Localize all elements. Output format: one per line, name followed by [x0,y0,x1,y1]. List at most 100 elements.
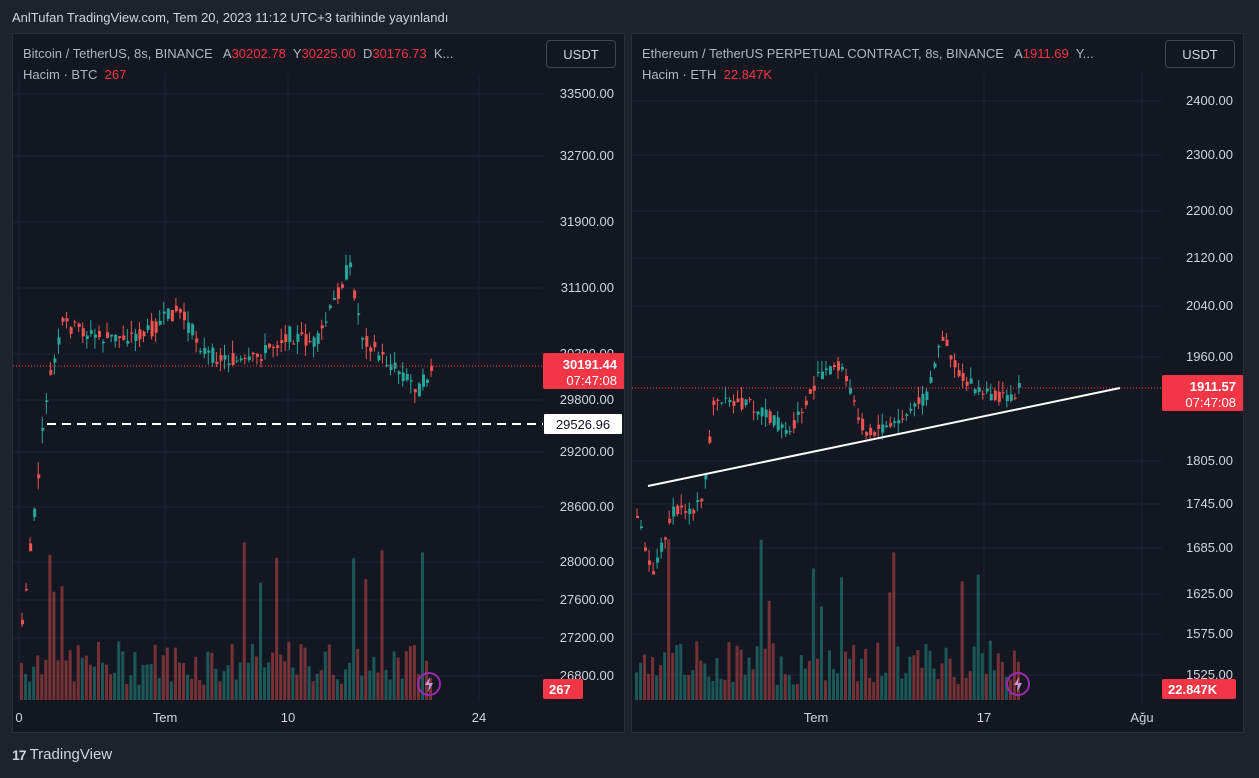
candle-body [365,336,369,347]
volume-bar [735,645,739,700]
volume-bar [165,647,169,700]
volume-bar [356,648,360,700]
btc-volume-label[interactable]: Hacim · BTC [23,67,98,82]
volume-bar [671,653,675,700]
candle-body [426,379,430,383]
candle-body [961,373,965,381]
candle-body [385,364,389,366]
btc-chart-canvas[interactable]: 33500.0032700.0031900.0031100.0030300.00… [13,34,625,733]
tradingview-brand[interactable]: 17 TradingView [12,746,112,763]
candle-body [345,265,349,280]
candle-body [885,425,889,428]
candle-body [251,352,255,355]
eth-chart-panel[interactable]: 2400.00 2300.00 2200.00 2120.00 2040.00 1960.… [631,33,1244,733]
volume-bar [699,660,703,700]
candle-body [73,321,77,323]
volume-bar [964,677,968,700]
candle-body [57,337,61,345]
eth-chart-canvas[interactable]: 2400.00 2300.00 2200.00 2120.00 2040.00 1960.… [632,34,1244,733]
candle-body [688,508,692,515]
volume-bar [344,669,348,700]
eth-symbol-name[interactable]: Ethereum / TetherUS PERPETUAL CONTRACT, … [642,46,1004,61]
candle-body [712,400,716,406]
candle-body [409,380,413,382]
volume-bar [836,673,840,700]
time-tick-label: 10 [281,710,295,725]
candle-body [292,343,296,345]
eth-currency-button[interactable]: USDT [1165,40,1235,68]
candle-body [925,391,929,400]
candle-body [223,355,227,360]
price-tick-label: 33500.00 [560,86,614,101]
candle-body [328,305,332,309]
btc-symbol-name[interactable]: Bitcoin / TetherUS, 8s, BINANCE [23,46,213,61]
candle-body [913,403,917,407]
volume-bar [823,680,827,700]
volume-bar [388,679,392,700]
volume-bar [980,653,984,700]
volume-bar [48,554,52,700]
volume-bar [412,645,416,700]
volume-bar [884,672,888,700]
volume-bar [230,644,234,700]
candle-body [166,308,170,319]
candle-body [61,317,65,322]
candle-body [933,363,937,368]
volume-bar [250,643,254,700]
volume-bar [222,671,226,700]
price-tick-label: 1575.00 [1186,626,1233,641]
price-tick-label: 27200.00 [560,630,614,645]
btc-legend: Bitcoin / TetherUS, 8s, BINANCE A30202.7… [23,46,453,61]
volume-bar [319,670,323,700]
candle-body [361,337,365,340]
volume-bar [687,674,691,700]
eth-volume-value: 22.847K [723,67,773,82]
btc-chart-panel[interactable]: 33500.0032700.0031900.0031100.0030300.00… [12,33,625,733]
last-price-label: 1911.57 [1190,379,1236,394]
volume-bar [177,662,181,700]
candle-body [316,333,320,344]
volume-badge-label: 22.847K [1168,682,1218,697]
candle-body [728,399,732,403]
volume-badge-label: 267 [549,682,571,697]
candle-body [81,328,85,337]
candle-body [97,330,101,338]
candle-body [849,388,853,394]
candle-body [941,336,945,341]
candle-body [110,334,114,337]
support-level-label: 29526.96 [556,417,610,432]
price-tick-label: 1625.00 [1186,586,1233,601]
volume-badge [543,679,583,699]
btc-currency-button[interactable]: USDT [546,40,616,68]
price-tick-label: 28000.00 [560,554,614,569]
candle-body [332,297,336,300]
volume-bar [827,650,831,700]
volume-bar [339,683,343,700]
volume-bar [145,664,149,700]
volume-bar [675,645,679,700]
candle-body [861,418,865,431]
volume-bar [169,681,173,700]
candle-body [800,412,804,414]
candle-body [828,366,832,375]
volume-bar [932,668,936,700]
candle-body [804,400,808,406]
candle-body [102,341,106,344]
eth-legend: Ethereum / TetherUS PERPETUAL CONTRACT, … [642,46,1094,61]
btc-low-value: 30176.73 [372,46,427,61]
volume-bar [279,654,283,700]
candle-body [752,411,756,413]
volume-bar [711,680,715,700]
candle-body [724,397,728,399]
volume-bar [811,568,815,700]
candle-body [264,345,268,353]
eth-volume-label[interactable]: Hacim · ETH [642,67,717,82]
candle-body [937,345,941,348]
volume-bar [635,672,639,700]
volume-bar [311,681,315,700]
price-tick-label: 1525.00 [1186,667,1233,682]
volume-bar [56,660,60,700]
volume-bar [972,646,976,700]
last-price-label: 30191.44 [563,357,618,372]
price-tick-label: 2120.00 [1186,250,1233,265]
